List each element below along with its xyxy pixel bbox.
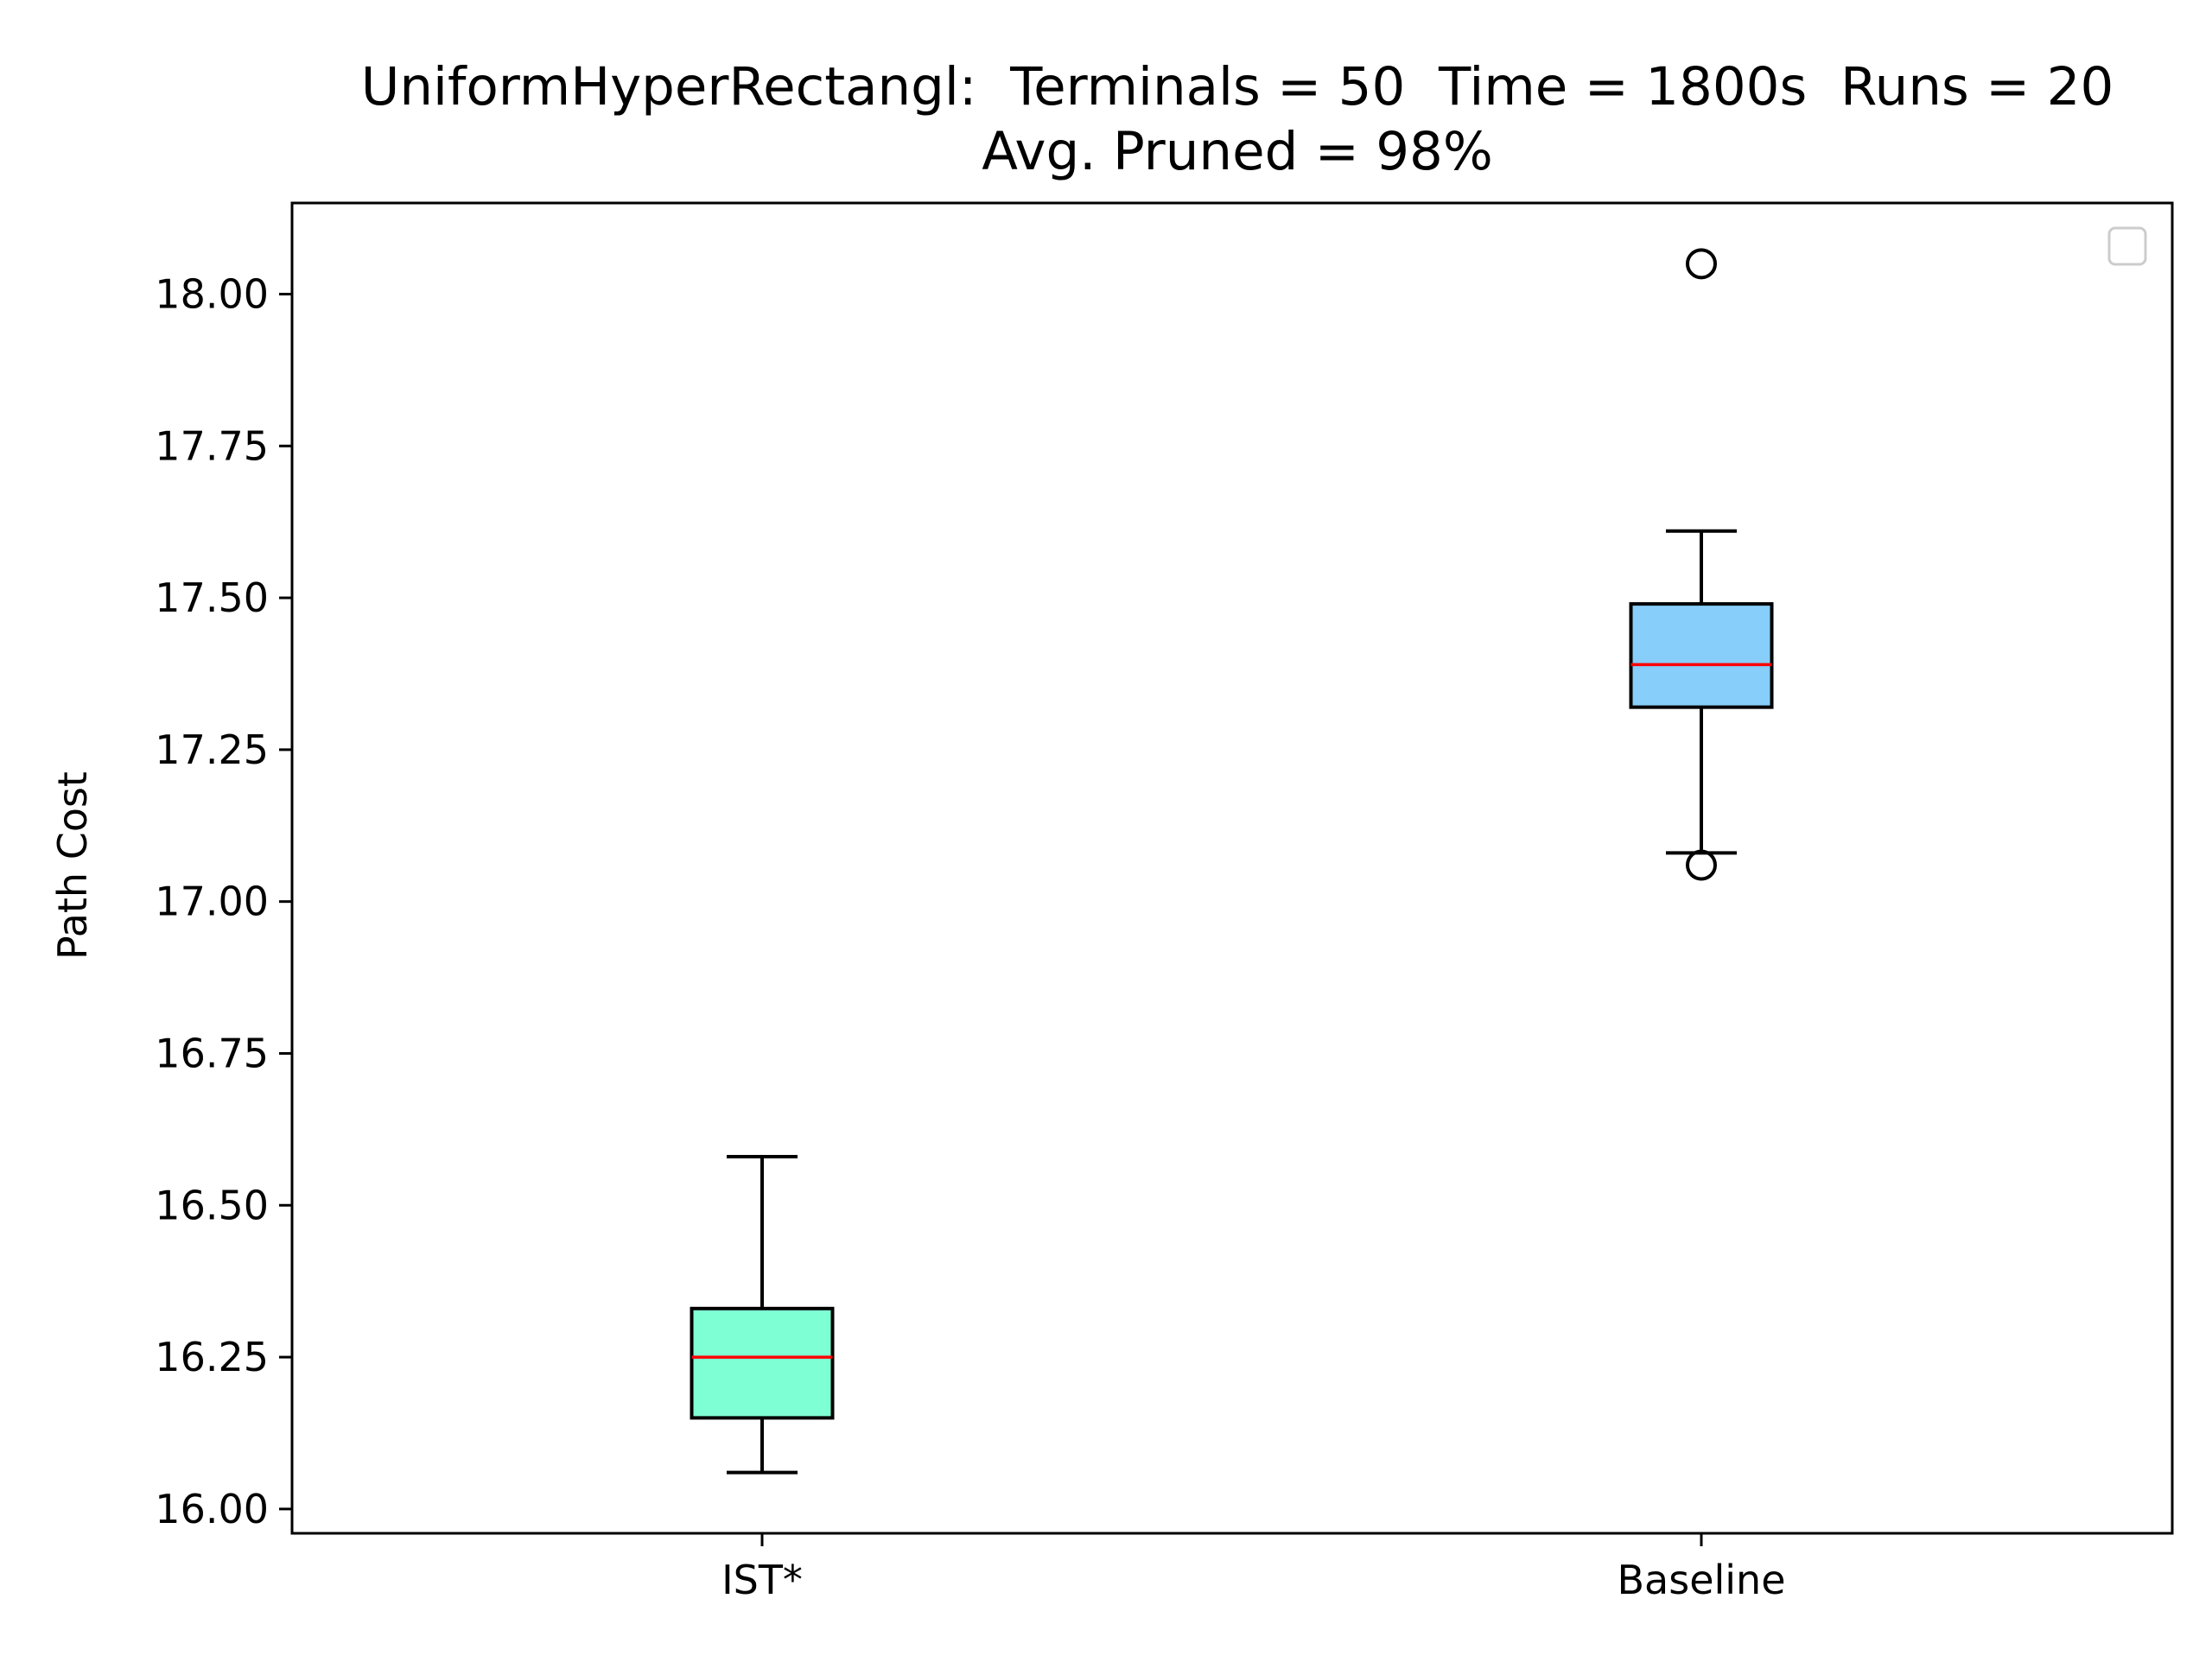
y-tick-label: 17.50 (155, 574, 269, 621)
y-tick-label: 17.75 (155, 422, 269, 469)
legend-box (2107, 226, 2147, 266)
chart-title: UniformHyperRectangl: Terminals = 50 Tim… (361, 56, 2114, 117)
axes-frame (290, 201, 2174, 1535)
x-tick-label: IST* (721, 1557, 803, 1603)
y-tick-label: 17.25 (155, 726, 269, 773)
outlier-baseline-0 (1686, 849, 1717, 881)
y-tick-label: 16.00 (155, 1486, 269, 1532)
y-tick-label: 18.00 (155, 270, 269, 317)
outlier-baseline-1 (1686, 248, 1717, 280)
y-tick-label: 16.25 (155, 1334, 269, 1380)
box-baseline (1629, 602, 1774, 709)
plot-area: 16.00 16.25 16.50 16.75 17.00 17.25 17.50 17.75… (155, 201, 2174, 1603)
y-axis-label: Path Cost (49, 771, 96, 960)
box-ist (690, 1306, 835, 1420)
chart-subtitle: Avg. Pruned = 98% (982, 121, 1493, 182)
x-tick-label: Baseline (1617, 1557, 1785, 1603)
y-tick-label: 16.50 (155, 1182, 269, 1228)
y-tick-label: 16.75 (155, 1030, 269, 1076)
y-tick-label: 17.00 (155, 879, 269, 925)
